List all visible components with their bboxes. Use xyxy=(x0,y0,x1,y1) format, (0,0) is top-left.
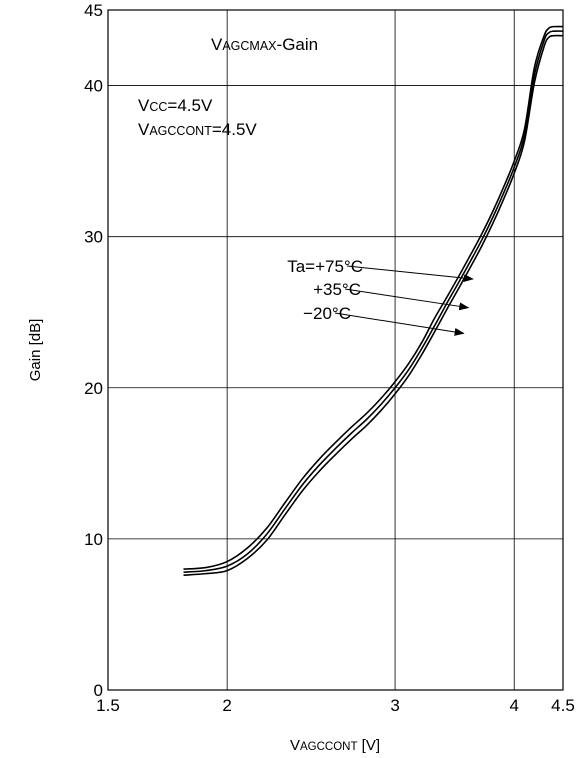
y-tick-label: 45 xyxy=(84,1,103,20)
annotation-label: Ta=+75°C xyxy=(287,257,363,276)
annotation-arrow xyxy=(344,288,470,311)
x-tick-label: 4.5 xyxy=(551,696,575,715)
condition-vcc: VCC=4.5V xyxy=(138,96,213,115)
tick-labels: 1.5 2 3 4 4.5 0 10 20 30 40 45 xyxy=(84,1,575,715)
annotations: Ta=+75°C +35°C −20°C xyxy=(287,257,474,336)
x-tick-label: 4 xyxy=(509,696,518,715)
condition-vagccont: VAGCCONT=4.5V xyxy=(138,120,257,139)
y-tick-label: 20 xyxy=(84,379,103,398)
y-axis-label: Gain [dB] xyxy=(27,319,44,382)
annotation-label: −20°C xyxy=(303,304,351,323)
series-lines xyxy=(183,25,564,576)
x-tick-label: 3 xyxy=(390,696,399,715)
x-tick-label: 2 xyxy=(222,696,231,715)
plot-area-frame xyxy=(107,9,564,691)
annotation-arrow xyxy=(334,312,465,336)
grid-lines xyxy=(108,10,563,690)
annotation-arrow xyxy=(346,265,474,283)
series-line-1 xyxy=(183,30,564,573)
y-tick-label: 30 xyxy=(84,228,103,247)
y-tick-label: 10 xyxy=(84,530,103,549)
x-tick-label: 1.5 xyxy=(96,696,120,715)
chart-title: VAGCMAX-Gain xyxy=(211,35,318,54)
annotation-label: +35°C xyxy=(313,280,361,299)
y-tick-label: 0 xyxy=(94,681,103,700)
series-line-2 xyxy=(183,34,564,576)
x-axis-label: VAGCCONT [V] xyxy=(290,737,380,754)
series-line-0 xyxy=(183,25,564,570)
y-tick-label: 40 xyxy=(84,77,103,96)
